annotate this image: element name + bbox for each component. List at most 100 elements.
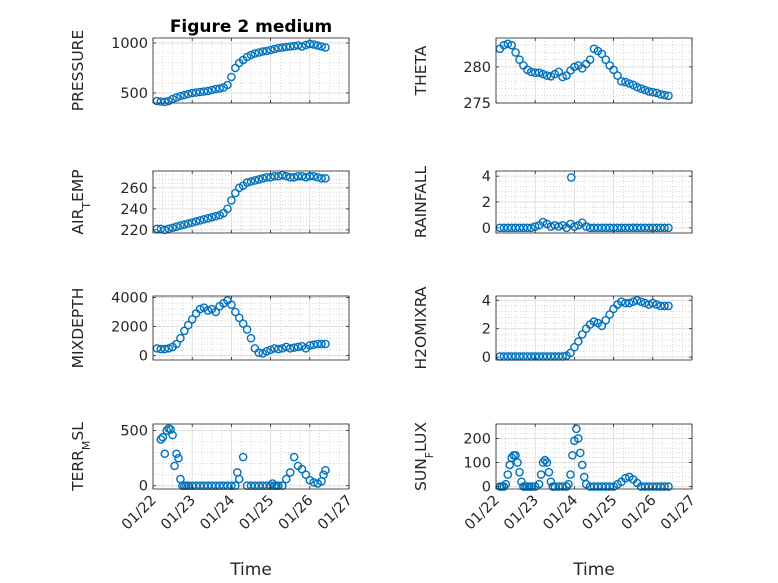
data-point — [530, 68, 540, 77]
data-point — [278, 170, 287, 180]
y-tick-label: 275 — [463, 96, 491, 112]
data-point — [172, 222, 181, 231]
subplot-sun: 0 100 200 SUNFLUX 01/2201/2301/2401/2501/260… — [412, 422, 699, 534]
data-series — [495, 424, 673, 491]
data-point — [564, 479, 573, 489]
x-axis-label-left: Time — [229, 560, 272, 580]
data-point — [266, 45, 275, 55]
data-point — [617, 77, 626, 86]
data-point — [309, 340, 319, 350]
data-point — [262, 173, 271, 182]
y-tick-label: 4 — [482, 169, 491, 185]
data-point — [501, 479, 511, 489]
data-point — [156, 344, 166, 354]
axes-box — [152, 295, 350, 361]
data-point — [285, 42, 295, 51]
y-axis-label-rest: SL — [69, 422, 87, 441]
data-point — [176, 91, 185, 101]
data-point — [523, 223, 532, 233]
y-axis-label: RAINFALL — [412, 165, 430, 238]
data-point — [285, 468, 295, 477]
data-point — [656, 90, 665, 99]
data-point — [309, 171, 319, 181]
y-axis-label: TERRMSL — [69, 422, 93, 492]
data-point — [515, 467, 524, 477]
data-point — [172, 449, 181, 459]
data-point — [158, 432, 168, 442]
y-tick-label: 4 — [482, 293, 491, 309]
data-point — [574, 337, 583, 346]
data-point — [660, 90, 669, 100]
data-point — [195, 87, 205, 97]
data-point — [160, 225, 170, 235]
x-tick-label: 01/25 — [237, 493, 278, 534]
data-point — [507, 40, 516, 50]
data-point — [534, 479, 544, 489]
data-point — [191, 88, 201, 97]
data-point — [211, 211, 221, 221]
data-point — [319, 470, 328, 479]
data-point — [187, 314, 197, 324]
y-axis-label-main: AIR — [69, 208, 87, 234]
axes-box — [152, 37, 350, 104]
data-point — [166, 425, 175, 434]
data-point — [195, 216, 205, 225]
data-point — [183, 89, 193, 99]
data-point — [234, 313, 244, 323]
data-point — [503, 39, 513, 49]
subplot-terr: 0 500 TERRMSL 01/2201/2301/2401/2501/2601/2… — [69, 422, 356, 534]
x-tick-label: 01/23 — [501, 493, 542, 534]
data-point — [577, 460, 587, 470]
axes-box — [152, 423, 350, 490]
data-point — [515, 55, 524, 64]
y-tick-label: 100 — [463, 456, 491, 472]
data-point — [172, 339, 181, 349]
data-point — [511, 48, 520, 57]
data-point — [605, 310, 614, 319]
data-point — [281, 42, 291, 52]
data-point — [262, 346, 271, 356]
data-point — [203, 306, 213, 315]
data-point — [168, 430, 177, 440]
y-axis-label: THETA — [412, 45, 430, 96]
y-tick-label: 280 — [463, 60, 491, 76]
data-point — [321, 43, 330, 52]
y-tick-label: 0 — [139, 479, 148, 495]
data-point — [554, 222, 564, 231]
data-point — [572, 424, 581, 434]
data-point — [274, 344, 283, 354]
data-point — [562, 482, 571, 491]
data-point — [176, 221, 185, 230]
data-point — [170, 461, 179, 471]
axes-box — [495, 37, 693, 104]
data-point — [187, 218, 197, 227]
subplot-air: 220 240 260 AIRTEMP — [69, 169, 350, 239]
data-point-outlier — [566, 173, 576, 182]
data-point — [207, 85, 217, 95]
y-axis-label-subscript: M — [80, 441, 93, 451]
data-point — [246, 177, 256, 186]
data-point — [289, 173, 299, 182]
y-tick-label: 200 — [463, 431, 491, 447]
subplot-theta: 275 280 THETA — [412, 37, 693, 112]
data-point — [183, 320, 193, 330]
data-point — [258, 174, 268, 183]
y-tick-label: 0 — [482, 350, 491, 366]
data-point — [624, 79, 634, 88]
data-point — [203, 86, 213, 96]
y-axis-label: MIXDEPTH — [69, 288, 87, 369]
y-axis-label-rest: LUX — [412, 422, 430, 452]
data-point — [566, 470, 575, 479]
data-point — [254, 175, 264, 184]
data-point — [609, 65, 618, 75]
data-point — [664, 482, 673, 491]
data-point — [164, 344, 173, 353]
y-tick-label: 500 — [120, 424, 148, 440]
data-point — [566, 348, 575, 358]
data-point — [211, 307, 221, 317]
data-point — [664, 301, 673, 311]
data-point — [640, 85, 650, 95]
data-point — [621, 473, 630, 483]
data-point — [187, 88, 197, 98]
